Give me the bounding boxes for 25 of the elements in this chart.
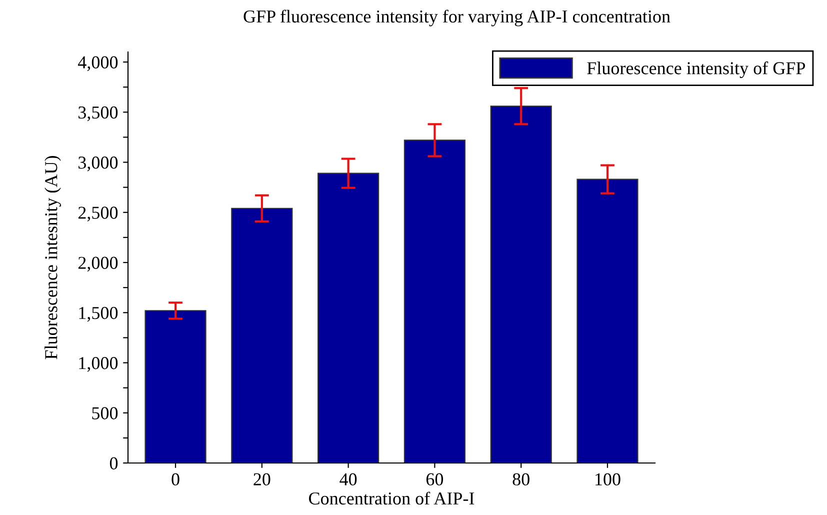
bar xyxy=(404,140,466,463)
y-axis-title: Fluorescence intesnity (AU) xyxy=(44,156,61,360)
legend-label: Fluorescence intensity of GFP xyxy=(587,61,806,78)
y-tick-label: 500 xyxy=(92,407,118,420)
bar xyxy=(318,172,380,463)
y-tick-label: 0 xyxy=(110,457,118,470)
y-tick-label: 3,500 xyxy=(78,106,118,122)
y-tick-label: 2,000 xyxy=(78,256,118,272)
x-axis-title: Concentration of AIP-I xyxy=(309,492,474,505)
x-tick-label: 40 xyxy=(340,473,357,486)
x-tick-label: 60 xyxy=(426,473,444,486)
x-tick-label: 0 xyxy=(172,473,180,486)
bar xyxy=(231,208,293,463)
x-tick-label: 80 xyxy=(512,473,530,486)
x-tick-label: 100 xyxy=(596,473,620,486)
y-tick-label: 2,500 xyxy=(78,206,118,222)
bar xyxy=(144,310,206,463)
y-tick-label: 4,000 xyxy=(78,56,118,72)
y-tick-label: 1,000 xyxy=(79,357,118,372)
y-tick-label: 3,000 xyxy=(78,156,118,172)
x-tick-label: 20 xyxy=(254,473,270,486)
bar xyxy=(576,178,638,463)
bar xyxy=(490,106,552,463)
y-tick-label: 1,500 xyxy=(79,306,118,322)
chart-title: GFP fluorescence intensity for varying AIP-I concentration xyxy=(244,10,670,26)
